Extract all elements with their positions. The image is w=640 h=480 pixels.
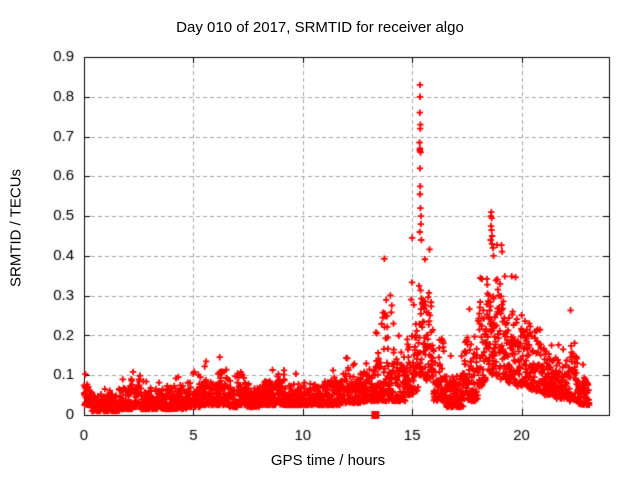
x-axis-label: GPS time / hours: [270, 452, 386, 469]
y-axis-label: SRMTID / TECUs: [7, 168, 25, 288]
chart-title: Day 010 of 2017, SRMTID for receiver alg…: [176, 19, 464, 36]
